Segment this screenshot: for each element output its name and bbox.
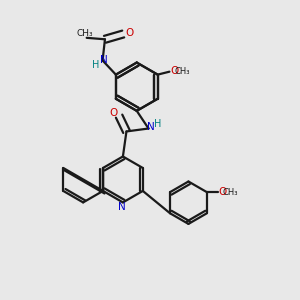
Text: N: N	[100, 56, 108, 65]
Text: H: H	[154, 119, 161, 129]
Text: H: H	[92, 60, 99, 70]
Text: O: O	[125, 28, 133, 38]
Text: O: O	[218, 187, 226, 197]
Text: N: N	[118, 202, 125, 212]
Text: CH₃: CH₃	[175, 68, 190, 76]
Text: CH₃: CH₃	[77, 29, 94, 38]
Text: O: O	[110, 108, 118, 118]
Text: CH₃: CH₃	[223, 188, 239, 197]
Text: O: O	[170, 66, 178, 76]
Text: N: N	[147, 122, 155, 132]
